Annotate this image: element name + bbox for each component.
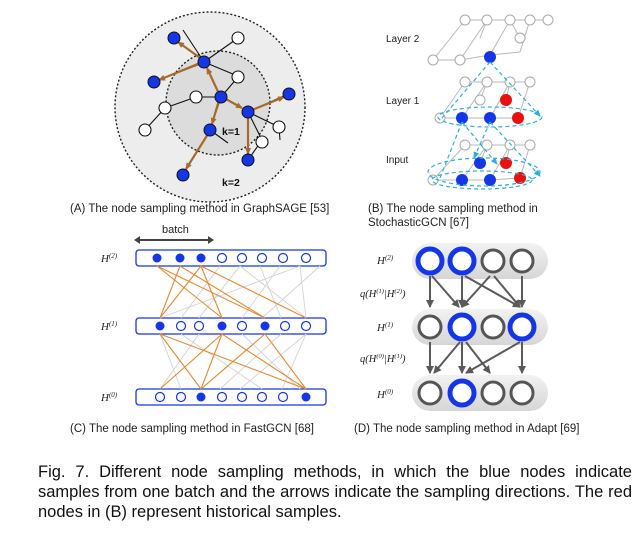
label-d-h2: H(2) (376, 254, 394, 267)
sampling-cones (427, 61, 543, 190)
caption-c: (C) The node sampling method in FastGCN … (70, 423, 314, 435)
panel-a: k=1 k=2 (A) The node sampling method in … (70, 11, 329, 215)
label-q-upper: q(H(1)|H(2)) (360, 288, 406, 300)
panel-c: batch (70, 224, 327, 435)
caption-b-line1: (B) The node sampling method in (368, 203, 538, 215)
layer1-nodes (434, 76, 536, 124)
caption-b-line2: StochasticGCN [67] (368, 217, 469, 229)
label-batch: batch (162, 224, 189, 236)
adapt-h0-nodes (417, 378, 535, 408)
label-layer1: Layer 1 (386, 96, 420, 107)
layer-h2-box (135, 249, 327, 267)
label-c-h0: H(0) (100, 391, 118, 404)
fastgcn-h1-nodes (155, 320, 312, 332)
caption-d: (D) The node sampling method in Adapt [6… (354, 423, 579, 435)
fastgcn-gray-edges (159, 265, 321, 390)
panel-b: Layer 2 Layer 1 Input (368, 14, 554, 229)
layer2-nodes (427, 14, 554, 66)
adapt-h1-nodes (417, 312, 537, 342)
fastgcn-h2-nodes (152, 252, 312, 264)
input-nodes (427, 139, 536, 186)
panel-d: H(2) H(1) H(0) q(H(1)|H(2)) q(H(0)|H(1))… (354, 243, 579, 435)
adapt-arrows (426, 275, 526, 374)
graph-nodes (138, 31, 296, 182)
label-c-h2: H(2) (100, 252, 118, 265)
fastgcn-sampled-edges (156, 265, 307, 390)
label-d-h0: H(0) (376, 388, 394, 401)
label-k2: k=2 (222, 177, 240, 189)
label-input: Input (386, 155, 408, 166)
adapt-h2-nodes (415, 246, 535, 276)
label-k1: k=1 (222, 126, 240, 138)
fastgcn-h0-nodes (154, 391, 311, 403)
label-q-lower: q(H(0)|H(1)) (360, 353, 406, 365)
label-d-h1: H(1) (376, 321, 394, 334)
figure-caption: Fig. 7. Different node sampling methods,… (38, 463, 632, 521)
caption-a: (A) The node sampling method in GraphSAG… (70, 203, 329, 215)
label-c-h1: H(1) (100, 320, 118, 333)
label-layer2: Layer 2 (386, 34, 420, 45)
